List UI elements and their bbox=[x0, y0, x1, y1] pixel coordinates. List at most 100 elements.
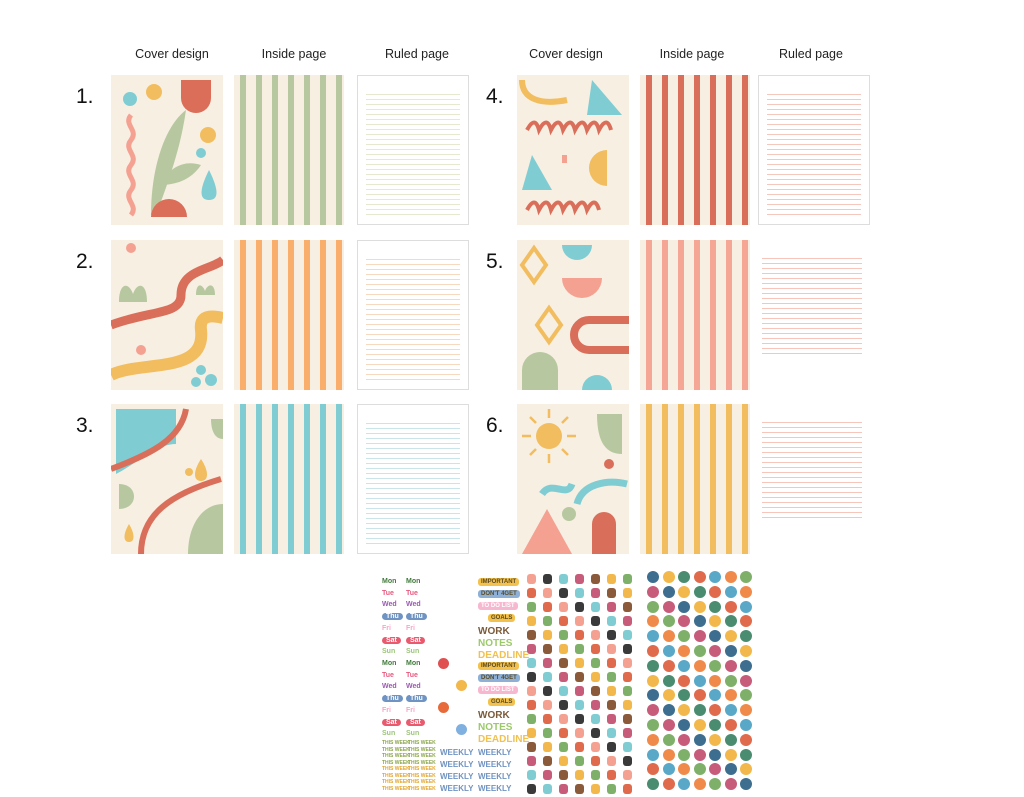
circle-sticker bbox=[724, 763, 737, 776]
column-header-ruled: Ruled page bbox=[779, 47, 843, 61]
holiday-sticker bbox=[575, 728, 584, 738]
ruled-page-2 bbox=[357, 240, 469, 390]
circle-sticker bbox=[740, 630, 752, 643]
holiday-sticker bbox=[575, 574, 584, 584]
cover-art bbox=[522, 409, 628, 554]
circle-sticker bbox=[709, 630, 721, 643]
circle-sticker bbox=[740, 571, 752, 583]
holiday-sticker bbox=[575, 742, 584, 752]
circle-sticker bbox=[740, 674, 752, 687]
holiday-sticker bbox=[607, 770, 616, 780]
inside-page-5 bbox=[640, 240, 750, 390]
circle-sticker bbox=[647, 600, 659, 613]
holiday-sticker bbox=[607, 728, 616, 738]
day-sticker: Fri bbox=[406, 706, 415, 714]
holiday-sticker bbox=[591, 700, 600, 710]
circle-sticker bbox=[709, 659, 721, 672]
day-sticker: Sat bbox=[382, 636, 401, 644]
day-sticker: Mon bbox=[406, 578, 421, 585]
holiday-sticker bbox=[591, 588, 600, 598]
this-week-sticker: THIS WEEK bbox=[382, 766, 410, 772]
design-number: 3. bbox=[76, 414, 94, 437]
circle-sticker bbox=[662, 571, 675, 583]
holiday-sticker bbox=[607, 784, 616, 794]
circle-sticker bbox=[678, 615, 690, 628]
circle-sticker bbox=[647, 585, 659, 598]
holiday-sticker bbox=[543, 644, 552, 654]
circle-sticker bbox=[693, 674, 706, 687]
this-week-sticker: THIS WEEK bbox=[408, 753, 436, 759]
holiday-sticker bbox=[591, 574, 600, 584]
circle-sticker bbox=[678, 704, 690, 717]
holiday-sticker bbox=[591, 770, 600, 780]
day-sticker: Thu bbox=[382, 613, 403, 621]
sticker-sheet-holidays bbox=[525, 568, 640, 797]
holiday-sticker bbox=[543, 742, 552, 752]
ruled-page-4 bbox=[758, 75, 870, 225]
day-sticker: Thu bbox=[406, 613, 427, 621]
design-number: 1. bbox=[76, 85, 94, 108]
circle-sticker bbox=[662, 763, 675, 776]
this-week-sticker: THIS WEEK bbox=[382, 740, 410, 746]
holiday-sticker bbox=[591, 602, 600, 612]
holiday-sticker bbox=[591, 784, 600, 794]
circle-sticker bbox=[709, 733, 721, 746]
circle-sticker bbox=[662, 719, 675, 731]
holiday-sticker bbox=[543, 574, 552, 584]
label-sticker: WORK bbox=[478, 710, 510, 721]
holiday-sticker bbox=[559, 616, 568, 626]
holiday-sticker bbox=[543, 588, 552, 598]
day-sticker: Thu bbox=[406, 695, 427, 703]
inside-page-1 bbox=[234, 75, 344, 225]
holiday-sticker bbox=[575, 644, 584, 654]
label-sticker: GOALS bbox=[488, 614, 516, 622]
holiday-sticker bbox=[527, 714, 536, 724]
holiday-sticker bbox=[591, 742, 600, 752]
holiday-sticker bbox=[559, 700, 568, 710]
holiday-sticker bbox=[607, 658, 616, 668]
circle-sticker bbox=[662, 704, 675, 717]
circle-sticker bbox=[740, 733, 752, 746]
day-sticker: Sun bbox=[382, 648, 396, 656]
this-week-sticker: THIS WEEK bbox=[382, 746, 410, 753]
cover-art bbox=[111, 408, 223, 554]
ruled-lines bbox=[366, 90, 460, 216]
circle-sticker bbox=[724, 704, 737, 717]
holiday-sticker bbox=[575, 756, 584, 766]
holiday-sticker bbox=[591, 672, 600, 682]
this-week-sticker: THIS WEEK bbox=[382, 779, 410, 785]
holiday-sticker bbox=[527, 644, 536, 654]
holiday-sticker bbox=[607, 714, 616, 724]
holiday-sticker bbox=[623, 700, 632, 710]
label-sticker: DEADLINE bbox=[478, 734, 530, 745]
circle-sticker bbox=[647, 645, 659, 657]
circle-sticker bbox=[662, 659, 675, 672]
circle-sticker bbox=[724, 600, 737, 613]
circle-sticker bbox=[693, 689, 706, 702]
cover-art bbox=[519, 244, 629, 390]
weekly-sticker: WEEKLY bbox=[440, 772, 474, 781]
holiday-sticker bbox=[543, 728, 552, 738]
circle-sticker bbox=[678, 733, 690, 746]
day-sticker: Tue bbox=[406, 589, 418, 597]
ruled-lines bbox=[762, 418, 862, 520]
this-week-sticker: THIS WEEK bbox=[408, 779, 436, 785]
holiday-sticker bbox=[607, 700, 616, 710]
circle-sticker bbox=[647, 630, 659, 643]
inside-page-6 bbox=[640, 404, 750, 554]
day-sticker: Fri bbox=[382, 624, 391, 632]
ruled-lines bbox=[366, 419, 460, 545]
circle-sticker bbox=[693, 778, 706, 791]
circle-sticker bbox=[693, 748, 706, 761]
label-sticker: DEADLINE bbox=[478, 650, 530, 661]
holiday-sticker bbox=[527, 728, 536, 738]
ruled-page-1 bbox=[357, 75, 469, 225]
circle-sticker bbox=[709, 571, 721, 583]
holiday-sticker bbox=[591, 714, 600, 724]
holiday-sticker bbox=[559, 602, 568, 612]
holiday-sticker bbox=[607, 644, 616, 654]
label-sticker: DON'T 4GET bbox=[478, 674, 520, 682]
holiday-sticker bbox=[575, 770, 584, 780]
holiday-sticker bbox=[591, 658, 600, 668]
holiday-sticker bbox=[543, 770, 552, 780]
